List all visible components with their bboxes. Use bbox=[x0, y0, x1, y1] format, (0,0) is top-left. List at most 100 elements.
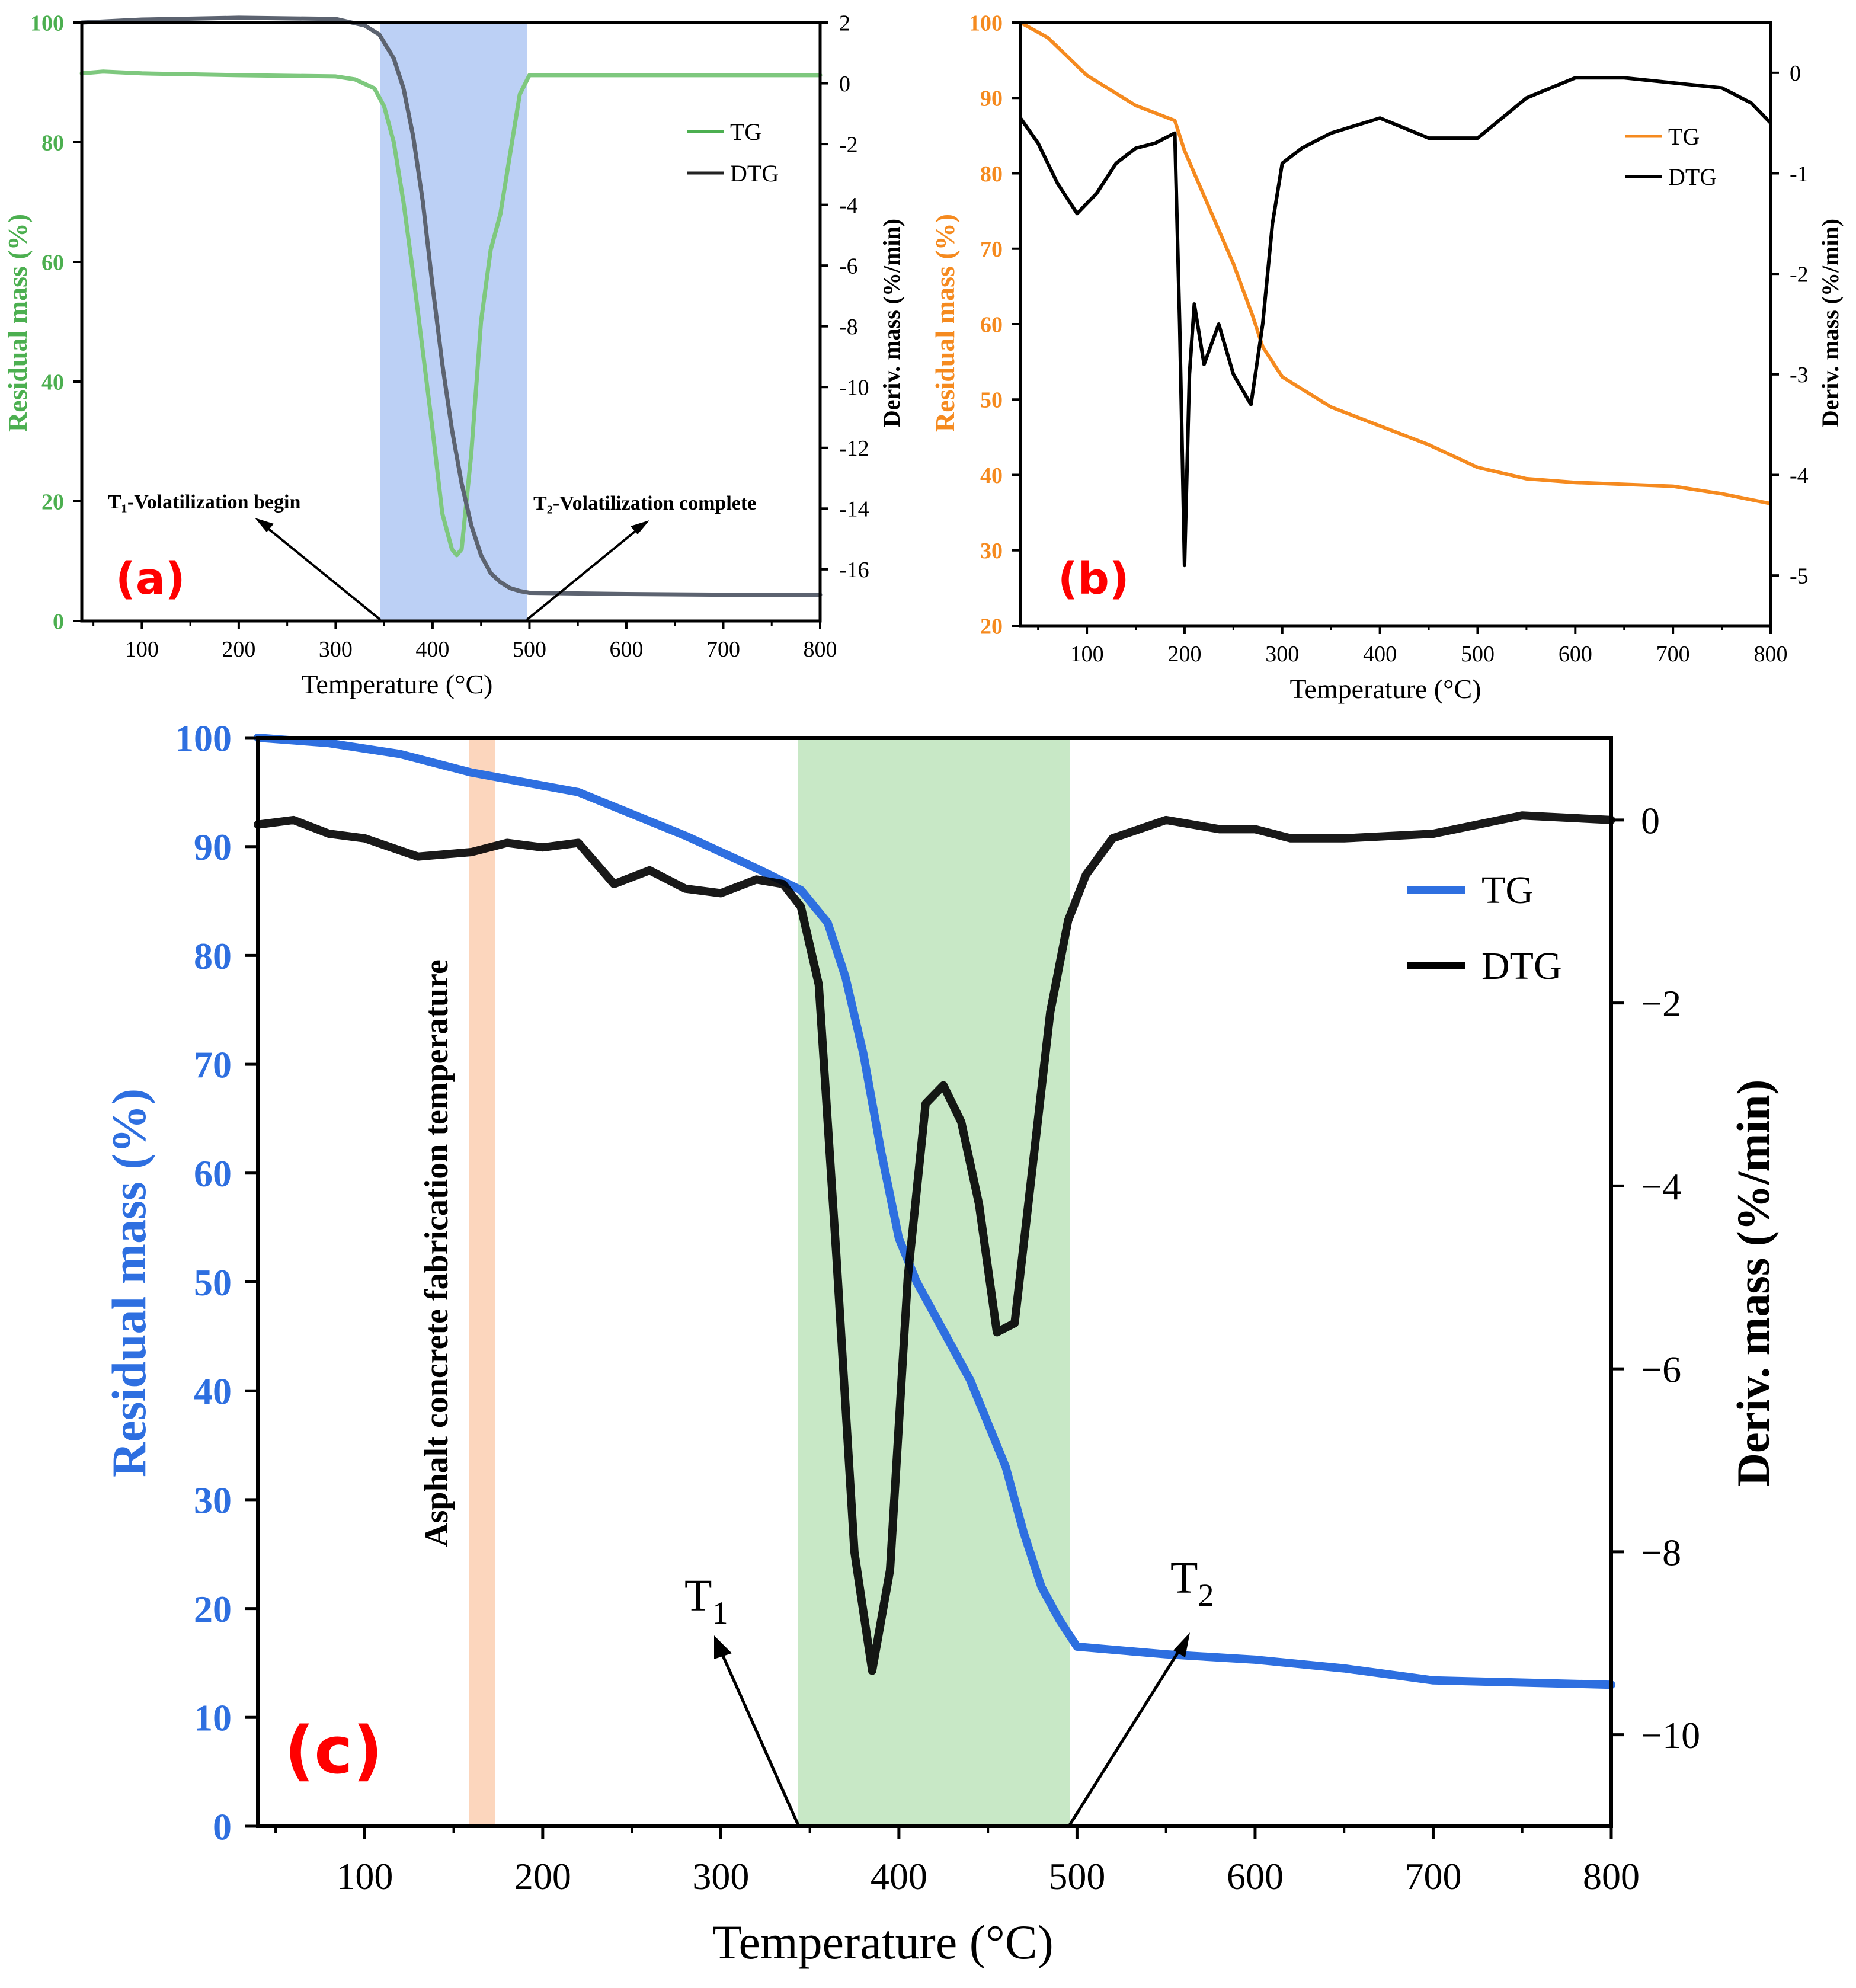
panel-a-ytick-left-label: 80 bbox=[41, 130, 64, 155]
panel-b-xtick-label: 500 bbox=[1461, 642, 1495, 667]
panel-a-ytick-right-label: -6 bbox=[839, 254, 858, 278]
panel-c-xtick-label: 500 bbox=[1048, 1855, 1105, 1897]
panel-b-xtick-label: 300 bbox=[1265, 642, 1299, 667]
panel-c-xtick-label: 800 bbox=[1583, 1855, 1640, 1897]
panel-a-legend-dtg: DTG bbox=[730, 160, 779, 187]
panel-a-xtick-label: 700 bbox=[706, 637, 740, 662]
panel-a-xtick-label: 400 bbox=[415, 637, 449, 662]
panel-a-ytick-left-label: 100 bbox=[30, 11, 64, 36]
panel-c-arrowhead-t1 bbox=[714, 1635, 732, 1659]
panel-c-xtick-label: 700 bbox=[1404, 1855, 1461, 1897]
panel-b-ytick-left-label: 40 bbox=[980, 463, 1003, 488]
panel-c-xtick-label: 600 bbox=[1227, 1855, 1284, 1897]
panel-b-xtick-label: 600 bbox=[1559, 642, 1592, 667]
panel-b-ytick-left-label: 50 bbox=[980, 388, 1003, 413]
panel-c-ytick-right-label: 0 bbox=[1641, 799, 1660, 841]
panel-a-ytick-right-label: -14 bbox=[839, 497, 869, 522]
panel-b-xtick-label: 400 bbox=[1363, 642, 1397, 667]
panel-a-ytick-left-label: 0 bbox=[53, 609, 64, 634]
panel-c-ytick-left-label: 100 bbox=[175, 717, 232, 759]
panel-c-ytick-left-label: 40 bbox=[194, 1371, 232, 1413]
panel-c-ytick-left-label: 60 bbox=[194, 1153, 232, 1195]
panel-c-arrowhead-t2 bbox=[1173, 1632, 1190, 1657]
panel-a-annotation-t2: T₂-Volatilization complete bbox=[533, 492, 756, 514]
panel-c-shaded-fabrication bbox=[469, 738, 495, 1826]
panel-a-series-dtg-line bbox=[79, 15, 823, 597]
panel-c-label: (c) bbox=[284, 1712, 383, 1788]
panel-a-xtick-label: 200 bbox=[222, 637, 255, 662]
panel-b-legend-dtg: DTG bbox=[1668, 164, 1717, 190]
panel-a-label: (a) bbox=[116, 553, 185, 604]
panel-a-ylabel-right: Deriv. mass (%/min) bbox=[878, 219, 905, 427]
panel-c-ytick-right-label: −8 bbox=[1641, 1531, 1681, 1573]
panel-b-ytick-left-label: 20 bbox=[980, 614, 1003, 639]
panel-a-ytick-left-label: 60 bbox=[41, 250, 64, 275]
panel-c-fabrication-label: Asphalt concrete fabrication temperature bbox=[418, 959, 455, 1547]
panel-b-xtick-label: 200 bbox=[1167, 642, 1201, 667]
panel-b-ytick-right-label: -4 bbox=[1790, 463, 1809, 488]
panel-a-ytick-left-label: 40 bbox=[41, 370, 64, 395]
panel-c-series-dtg-line bbox=[254, 811, 1615, 1675]
panel-a-series-tg-line bbox=[79, 69, 823, 558]
panel-c-legend-tg: TG bbox=[1481, 869, 1534, 912]
panel-c-ytick-right-label: −4 bbox=[1641, 1166, 1681, 1208]
panel-c-arrow-t2 bbox=[1068, 1649, 1181, 1826]
panel-c-arrow-t1 bbox=[720, 1652, 800, 1826]
panel-b-ylabel-left: Residual mass (%) bbox=[930, 214, 960, 432]
panel-a-annotation-t1: T₁-Volatilization begin bbox=[108, 491, 300, 513]
panel-a-ylabel-left: Residual mass (%) bbox=[2, 214, 33, 432]
panel-a-ytick-right-label: -10 bbox=[839, 376, 869, 401]
panel-a-arrow-t2 bbox=[526, 526, 641, 621]
panel-c-xtick-label: 400 bbox=[871, 1855, 927, 1897]
panel-a-legend-tg: TG bbox=[730, 119, 761, 145]
panel-b-xtick-label: 800 bbox=[1754, 642, 1788, 667]
panel-a-xtick-label: 800 bbox=[804, 637, 837, 662]
panel-b-xtick-label: 100 bbox=[1070, 642, 1104, 667]
panel-a-ytick-right-label: 0 bbox=[839, 72, 850, 97]
panel-b-legend-tg: TG bbox=[1668, 123, 1700, 150]
panel-c-shaded-volatilization bbox=[798, 738, 1070, 1826]
panel-a-xlabel: Temperature (°C) bbox=[302, 669, 493, 699]
panel-b-ytick-right-label: -3 bbox=[1790, 363, 1809, 388]
panel-c-ytick-right-label: −10 bbox=[1641, 1714, 1700, 1756]
panel-c-ytick-right-label: −6 bbox=[1641, 1349, 1681, 1391]
panel-b-ytick-left-label: 60 bbox=[980, 312, 1003, 337]
panel-a-arrowhead-t1 bbox=[255, 518, 274, 532]
panel-a-ytick-left-label: 20 bbox=[41, 489, 64, 514]
panel-c-xtick-label: 100 bbox=[336, 1855, 393, 1897]
panel-a-ytick-right-label: -16 bbox=[839, 558, 869, 582]
panel-c-ylabel-left: Residual mass (%) bbox=[102, 1089, 156, 1477]
panel-c-series-tg-line bbox=[254, 734, 1615, 1689]
panel-b: 100 200 300 400 500 600 700 800 20 30 40 50 60 70 80 9… bbox=[930, 11, 1844, 704]
panel-b-label: (b) bbox=[1058, 553, 1129, 604]
panel-c-ytick-left-label: 80 bbox=[194, 935, 232, 977]
panel-c-ytick-left-label: 70 bbox=[194, 1044, 232, 1086]
panel-b-ytick-right-label: 0 bbox=[1790, 61, 1801, 86]
panel-b-ytick-left-label: 90 bbox=[980, 87, 1003, 111]
panel-a-ytick-right-label: -8 bbox=[839, 315, 858, 340]
panel-b-series-tg-line bbox=[1019, 21, 1772, 505]
panel-a-xtick-label: 600 bbox=[609, 637, 643, 662]
panel-c-annotation-t1: T1 bbox=[684, 1571, 728, 1631]
panel-b-ytick-right-label: -2 bbox=[1790, 262, 1809, 287]
panel-a-arrowhead-t2 bbox=[631, 520, 649, 534]
panel-c-ytick-left-label: 10 bbox=[194, 1697, 232, 1739]
panel-b-xlabel: Temperature (°C) bbox=[1290, 674, 1481, 704]
panel-b-ytick-left-label: 100 bbox=[969, 11, 1003, 36]
panel-c-xtick-label: 300 bbox=[692, 1855, 749, 1897]
panel-c-ytick-right-label: −2 bbox=[1641, 982, 1681, 1025]
panel-a-xtick-label: 500 bbox=[513, 637, 546, 662]
panel-c-xlabel: Temperature (°C) bbox=[712, 1915, 1054, 1969]
panel-a-xtick-label: 100 bbox=[125, 637, 159, 662]
panel-c-ytick-left-label: 90 bbox=[194, 826, 232, 868]
panel-c-legend-dtg: DTG bbox=[1481, 945, 1562, 988]
panel-c-ytick-left-label: 20 bbox=[194, 1588, 232, 1630]
panel-b-ytick-left-label: 80 bbox=[980, 162, 1003, 187]
panel-c-ytick-left-label: 30 bbox=[194, 1479, 232, 1521]
panel-b-ytick-left-label: 70 bbox=[980, 237, 1003, 262]
panel-a-arrow-t1 bbox=[263, 524, 382, 621]
panel-b-series-dtg-line bbox=[1019, 76, 1772, 568]
panel-a-ytick-right-label: -2 bbox=[839, 132, 858, 157]
